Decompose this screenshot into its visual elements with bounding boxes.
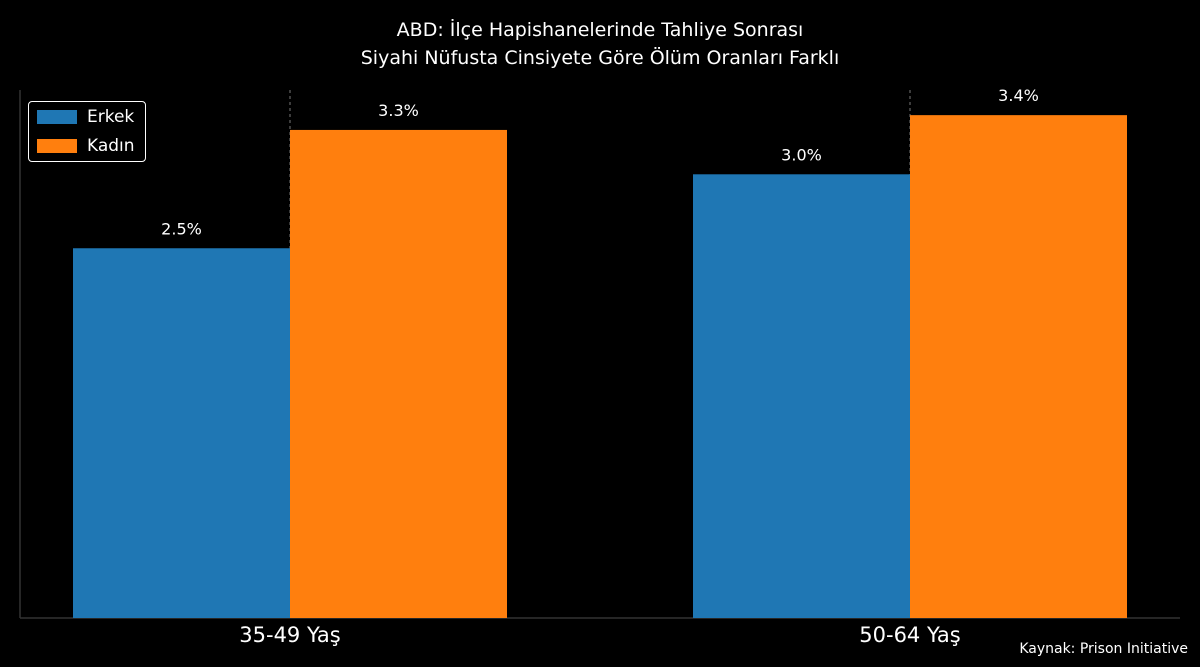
chart-title-line-1: ABD: İlçe Hapishanelerinde Tahliye Sonra…: [396, 19, 804, 41]
legend-swatch-erkek: [37, 110, 77, 124]
x-tick-label-1: 35-49 Yaş: [239, 623, 340, 647]
chart-legend: Erkek Kadın: [28, 101, 146, 162]
x-tick-label-2: 50-64 Yaş: [859, 623, 960, 647]
bar-erkek-2: [693, 174, 910, 618]
bar-erkek-1: [73, 248, 290, 618]
legend-item-erkek: Erkek: [37, 107, 134, 127]
source-note: Kaynak: Prison Initiative: [1019, 641, 1188, 657]
legend-label-erkek: Erkek: [87, 107, 135, 127]
bar-kadn-1: [290, 129, 507, 618]
data-label-kadn-1: 3.3%: [378, 101, 419, 120]
data-label-erkek-2: 3.0%: [781, 145, 822, 164]
chart-title-line-2: Siyahi Nüfusta Cinsiyete Göre Ölüm Oranl…: [360, 47, 840, 69]
data-label-kadn-2: 3.4%: [998, 86, 1039, 105]
legend-label-kadin: Kadın: [87, 136, 135, 156]
legend-item-kadin: Kadın: [37, 136, 135, 156]
legend-swatch-kadin: [37, 139, 77, 153]
data-label-erkek-1: 2.5%: [161, 219, 202, 238]
bar-kadn-2: [910, 115, 1127, 619]
